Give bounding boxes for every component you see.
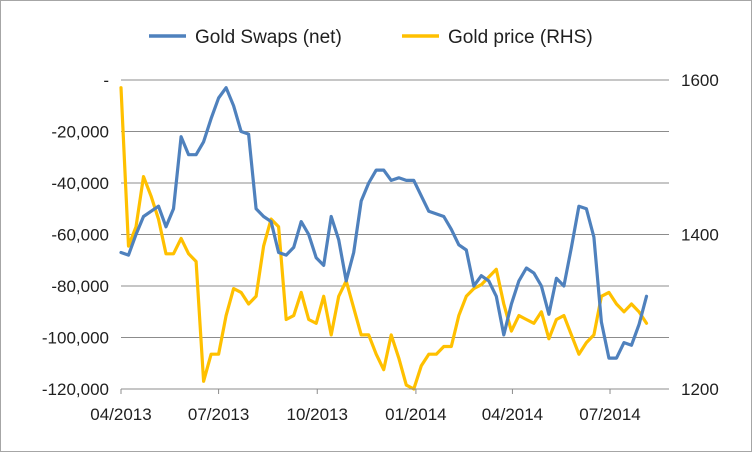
right-y-tick-label: 1200 [681, 380, 719, 399]
plot-area [119, 86, 649, 391]
left-y-axis: - -20,000 -40,000 -60,000 -80,000 -100,000 -12… [42, 71, 109, 399]
left-y-tick-label: -120,000 [42, 380, 109, 399]
legend-gold-swaps-label: Gold Swaps (net) [195, 27, 342, 48]
gold-swaps-series-line [119, 86, 649, 360]
right-y-tick-label: 1600 [681, 71, 719, 90]
x-tick-label: 07/2014 [579, 405, 640, 424]
left-y-tick-label: -60,000 [51, 226, 109, 245]
left-y-tick-label: -100,000 [42, 329, 109, 348]
x-tick-label: 04/2014 [482, 405, 543, 424]
x-tick-label: 07/2013 [188, 405, 249, 424]
left-y-tick-label: -20,000 [51, 123, 109, 142]
x-tick-label: 01/2014 [385, 405, 446, 424]
left-y-tick-label: - [103, 71, 109, 90]
legend-gold-price-label: Gold price (RHS) [448, 27, 593, 48]
x-tick-label: 10/2013 [287, 405, 348, 424]
right-y-axis: 1600 1400 1200 [681, 71, 719, 399]
x-tick-label: 04/2013 [90, 405, 151, 424]
gold-price-series-line [119, 86, 649, 391]
right-y-tick-label: 1400 [681, 226, 719, 245]
legend: Gold Swaps (net) Gold price (RHS) [149, 27, 593, 48]
x-axis: 04/2013 07/2013 10/2013 01/2014 04/2014 07/20… [90, 388, 669, 424]
left-y-tick-label: -80,000 [51, 277, 109, 296]
left-y-tick-label: -40,000 [51, 174, 109, 193]
